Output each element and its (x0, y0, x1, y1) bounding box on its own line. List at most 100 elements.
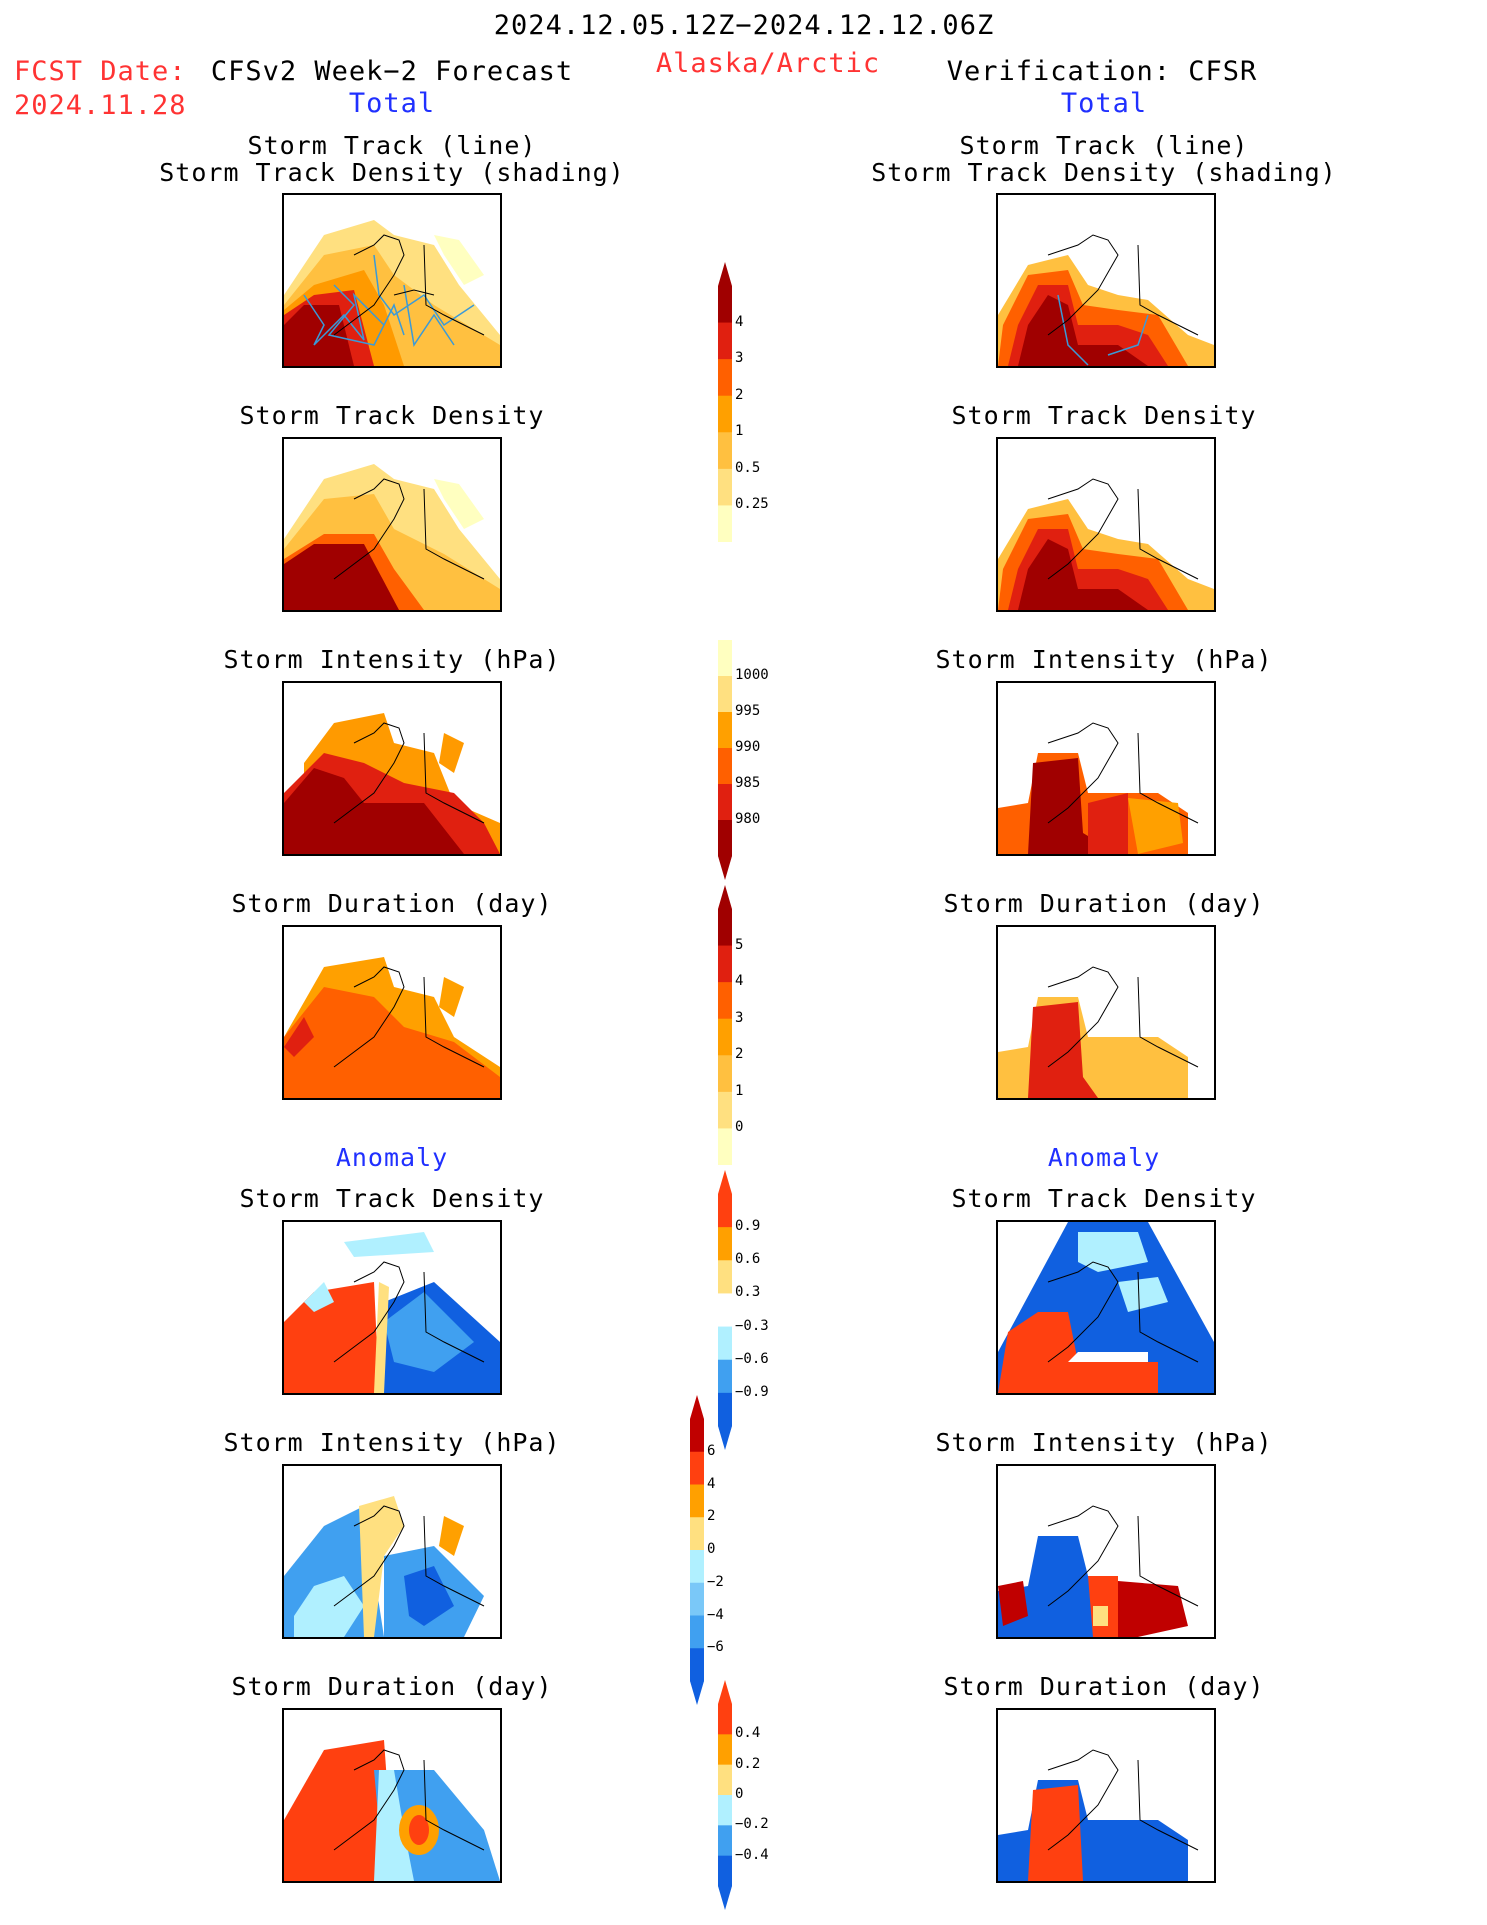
colorbar-segment (718, 945, 732, 983)
colorbar-segment (718, 712, 732, 749)
map-fcst-duration (282, 925, 502, 1100)
colorbar-tick-label: 2 (735, 1046, 744, 1063)
colorbar-tick-label: 1 (735, 423, 744, 440)
colorbar-tick-label: −0.9 (735, 1383, 769, 1400)
colorbar-svg (718, 262, 732, 542)
verification-title: Verification: CFSR (946, 56, 1258, 87)
colorbar-segment (690, 1517, 704, 1551)
right-track-title-line1: Storm Track (line) (959, 131, 1249, 160)
colorbar-segment (718, 1734, 732, 1766)
map-fcst-anom-duration (282, 1708, 502, 1883)
map-fcst-density (282, 437, 502, 612)
colorbar-tick-label: 5 (735, 936, 744, 953)
map-verif-anom-density (996, 1220, 1216, 1395)
colorbar-tick-label: −6 (707, 1639, 724, 1656)
right-intensity-title: Storm Intensity (hPa) (935, 645, 1273, 674)
right-anom-duration-title: Storm Duration (day) (943, 1672, 1265, 1701)
colorbar-tick-label: 2 (707, 1508, 716, 1525)
map-fcst-anom-density (282, 1220, 502, 1395)
colorbar-duration: 5 4 3 2 1 0 (718, 885, 798, 1165)
colorbar-tick-label: 1 (735, 1082, 744, 1099)
colorbar-segment (690, 1451, 704, 1485)
right-anomaly-label: Anomaly (1047, 1143, 1161, 1172)
colorbar-tick-label: 980 (735, 811, 761, 827)
right-track-title-line2: Storm Track Density (shading) (871, 158, 1337, 187)
colorbar-segment (690, 1484, 704, 1518)
colorbar-tick-label: −0.4 (735, 1846, 769, 1863)
colorbar-segment (718, 1055, 732, 1093)
colorbar-bottom-triangle (718, 856, 732, 880)
colorbar-segment (718, 1293, 732, 1328)
colorbar-segment (718, 909, 732, 947)
right-anom-intensity-title: Storm Intensity (hPa) (935, 1428, 1273, 1457)
right-duration-title: Storm Duration (day) (943, 889, 1265, 918)
colorbar-density-anom: 0.9 0.6 0.3 −0.3 −0.6 −0.9 (718, 1170, 798, 1450)
left-duration-title: Storm Duration (day) (231, 889, 553, 918)
map-fcst-intensity (282, 681, 502, 856)
colorbar-segment (718, 1704, 732, 1735)
colorbar-tick-label: 6 (707, 1442, 716, 1459)
colorbar-bottom-triangle (718, 1426, 732, 1450)
colorbar-tick-label: 1000 (735, 667, 769, 683)
left-track-title: Storm Track (line) Storm Track Density (… (159, 132, 625, 186)
colorbar-svg (718, 885, 732, 1165)
colorbar-tick-label: 0.9 (735, 1218, 761, 1235)
colorbar-intensity: 1000 995 990 985 980 (718, 640, 798, 880)
colorbar-segment (718, 1855, 732, 1887)
colorbar-segment (718, 1764, 732, 1796)
colorbar-segment (718, 1194, 732, 1228)
colorbar-segment (718, 820, 732, 857)
map-verif-duration (996, 925, 1216, 1100)
right-total-label: Total (1060, 88, 1148, 119)
region-title: Alaska/Arctic (655, 48, 881, 79)
colorbar-tick-label: 0.4 (735, 1725, 761, 1742)
colorbar-tick-label: 990 (735, 739, 761, 755)
colorbar-segment (718, 432, 732, 470)
colorbar-tick-label: 0 (707, 1541, 716, 1557)
colorbar-tick-label: 2 (735, 386, 744, 403)
map-verif-track (996, 193, 1216, 368)
colorbar-segment (718, 322, 732, 360)
colorbar-segment (690, 1648, 704, 1682)
colorbar-segment (718, 1091, 732, 1129)
colorbar-segment (718, 395, 732, 433)
colorbar-segment (718, 1227, 732, 1261)
colorbar-top-triangle (718, 1680, 732, 1704)
colorbar-tick-label: 0.6 (735, 1251, 761, 1268)
colorbar-tick-label: −0.6 (735, 1350, 769, 1367)
map-verif-density (996, 437, 1216, 612)
colorbar-tick-label: 995 (735, 703, 761, 719)
colorbar-svg (718, 1680, 732, 1910)
colorbar-segment (718, 640, 732, 677)
colorbar-segment (690, 1550, 704, 1584)
colorbar-segment (718, 1128, 732, 1165)
colorbar-tick-label: 3 (735, 350, 744, 367)
colorbar-segment (718, 468, 732, 506)
colorbar-segment (718, 1392, 732, 1427)
colorbar-segment (718, 1359, 732, 1394)
colorbar-tick-label: 0 (735, 1119, 744, 1136)
colorbar-bottom-triangle (690, 1681, 704, 1705)
colorbar-top-triangle (718, 885, 732, 909)
colorbar-density: 4 3 2 1 0.5 0.25 (718, 262, 798, 542)
colorbar-segment (718, 1825, 732, 1857)
colorbar-svg (718, 640, 732, 880)
fcst-date-value: 2024.11.28 (14, 90, 187, 121)
right-anom-density-title: Storm Track Density (951, 1184, 1257, 1213)
colorbar-tick-label: −2 (707, 1573, 724, 1590)
left-anom-density-title: Storm Track Density (239, 1184, 545, 1213)
left-anom-intensity-title: Storm Intensity (hPa) (223, 1428, 561, 1457)
map-verif-anom-duration (996, 1708, 1216, 1883)
colorbar-svg (690, 1395, 704, 1705)
colorbar-segment (718, 748, 732, 785)
colorbar-intensity-anom: 6 4 2 0 −2 −4 −6 (690, 1395, 770, 1705)
colorbar-tick-label: 4 (735, 973, 744, 990)
right-track-title: Storm Track (line) Storm Track Density (… (871, 132, 1337, 186)
colorbar-segment (718, 784, 732, 821)
colorbar-tick-label: 4 (735, 313, 744, 330)
colorbar-top-triangle (690, 1395, 704, 1419)
colorbar-tick-label: 4 (707, 1475, 716, 1492)
left-density-title: Storm Track Density (239, 401, 545, 430)
colorbar-segment (690, 1419, 704, 1453)
colorbar-tick-label: 0.2 (735, 1755, 761, 1772)
